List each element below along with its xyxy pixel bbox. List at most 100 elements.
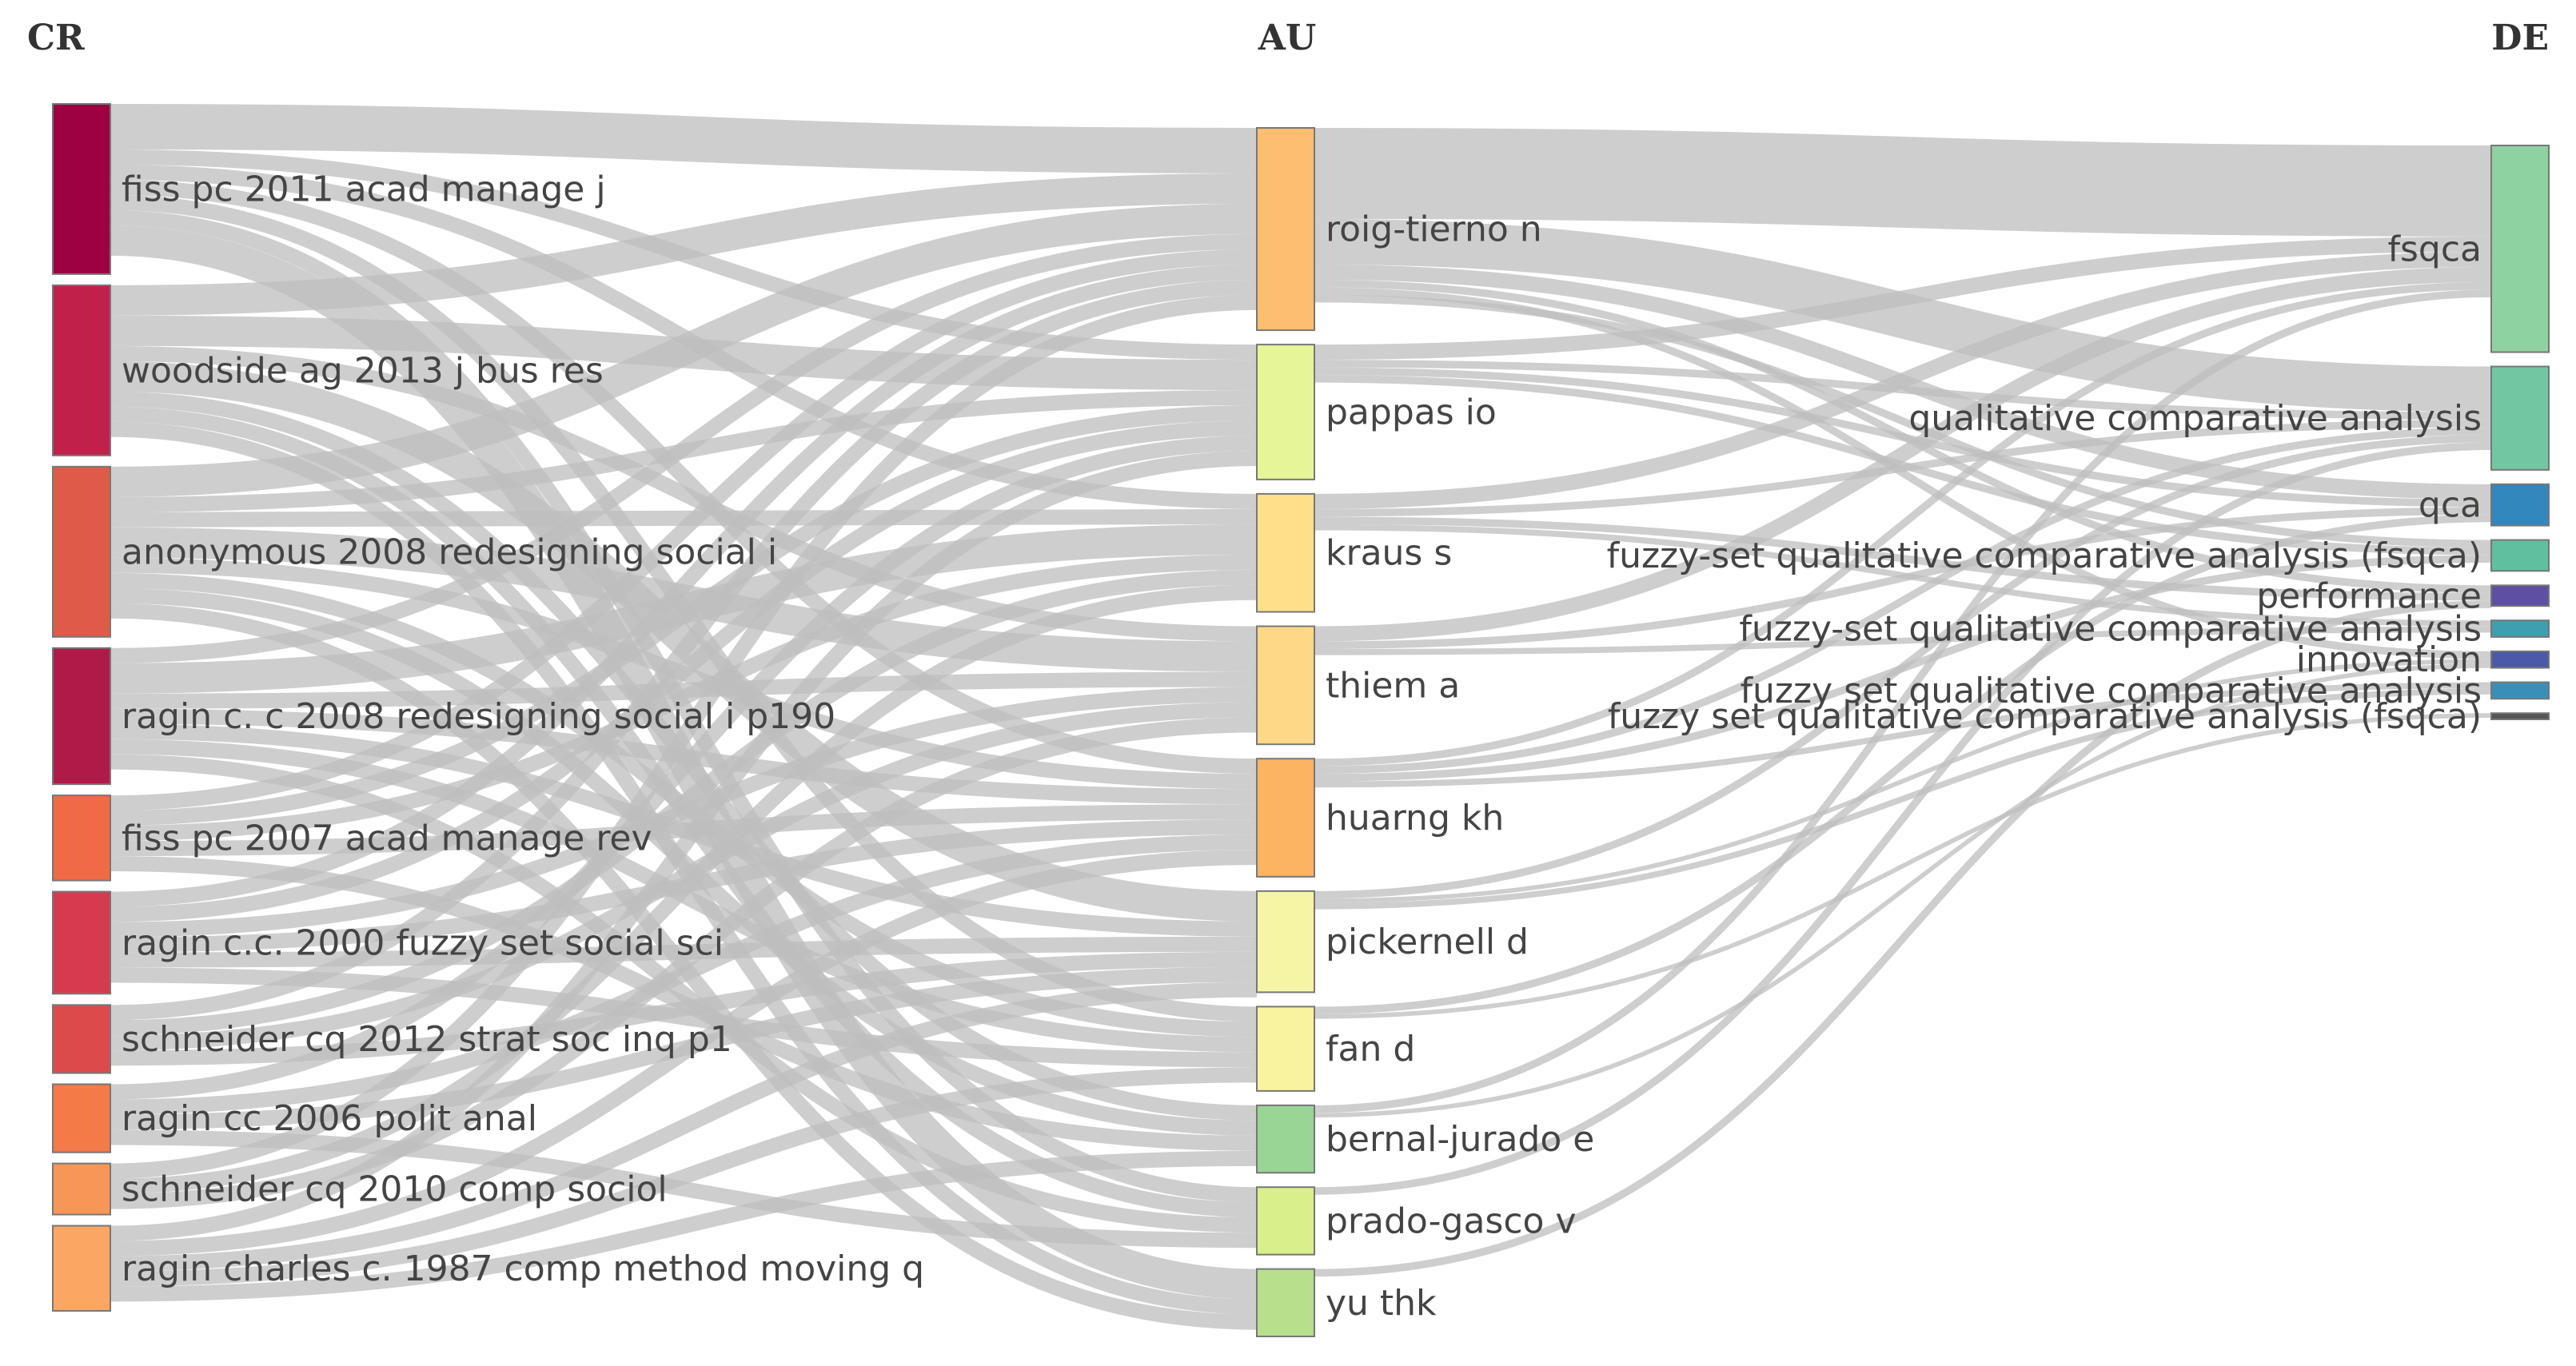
- de-node-label: qualitative comparative analysis: [1908, 398, 2482, 439]
- de-node[interactable]: [2490, 539, 2550, 572]
- au-node[interactable]: [1256, 1006, 1315, 1092]
- au-node[interactable]: [1256, 492, 1315, 613]
- de-node[interactable]: [2490, 365, 2550, 471]
- au-node[interactable]: [1256, 344, 1315, 480]
- cr-au-link: [110, 203, 1258, 497]
- au-node-label: bernal-jurado e: [1326, 1119, 1594, 1160]
- cr-au-link: [110, 834, 1258, 1115]
- au-de-link: [1314, 507, 2492, 650]
- au-node-label: thiem a: [1326, 665, 1460, 706]
- au-de-link: [1314, 688, 2492, 910]
- au-de-link: [1314, 659, 2492, 904]
- cr-au-link: [110, 508, 1258, 528]
- au-de-link: [1314, 713, 2492, 1019]
- cr-au-link: [110, 569, 1258, 1036]
- cr-au-link: [110, 264, 1258, 907]
- cr-au-link: [110, 1067, 1258, 1287]
- au-de-link: [1314, 236, 2492, 360]
- nodes-layer: fiss pc 2011 acad manage j woodside ag 20…: [52, 103, 2550, 1337]
- au-node[interactable]: [1256, 758, 1315, 878]
- au-de-link: [1314, 427, 2492, 775]
- de-node-label: fsqca: [2388, 229, 2482, 269]
- au-node[interactable]: [1256, 890, 1315, 994]
- cr-au-link: [110, 279, 1258, 1021]
- de-node-label: fuzzy set qualitative comparative analys…: [1741, 671, 2482, 711]
- cr-au-link: [110, 420, 1258, 922]
- links-layer: [110, 103, 2492, 1330]
- cr-au-link: [110, 103, 1258, 173]
- au-node-label: yu thk: [1326, 1283, 1437, 1324]
- au-de-link: [1314, 218, 2492, 412]
- de-node-label: fuzzy-set qualitative comparative analys…: [1739, 609, 2482, 650]
- cr-node[interactable]: [52, 1083, 111, 1153]
- cr-node-label: ragin c. c 2008 redesigning social i p19…: [122, 696, 835, 737]
- column-title-au: AU: [1258, 18, 1317, 58]
- cr-node[interactable]: [52, 465, 111, 638]
- au-node-label: pickernell d: [1326, 922, 1529, 962]
- au-de-link: [1314, 434, 2492, 899]
- cr-au-link: [110, 982, 1258, 1272]
- au-de-link: [1314, 289, 2492, 1113]
- au-node[interactable]: [1256, 1268, 1315, 1337]
- de-node[interactable]: [2490, 145, 2550, 353]
- au-de-link: [1314, 442, 2492, 1195]
- de-node-label: qca: [2418, 485, 2482, 526]
- de-node-label: innovation: [2296, 639, 2482, 680]
- cr-au-link: [110, 967, 1258, 1068]
- cr-au-link: [110, 249, 1258, 811]
- cr-node-label: schneider cq 2010 comp sociol: [122, 1169, 668, 1210]
- cr-au-link: [110, 436, 1258, 1100]
- cr-node-label: woodside ag 2013 j bus res: [122, 350, 604, 391]
- au-de-link: [1314, 516, 2492, 601]
- cr-node[interactable]: [52, 795, 111, 882]
- au-de-link: [1314, 514, 2492, 1014]
- cr-au-link: [110, 345, 1258, 642]
- au-node-label: roig-tierno n: [1326, 209, 1542, 250]
- au-de-link: [1314, 281, 2492, 767]
- cr-node-label: ragin cc 2006 polit anal: [122, 1098, 537, 1139]
- cr-au-link: [110, 804, 1258, 857]
- cr-node-label: ragin charles c. 1987 comp method moving…: [122, 1249, 924, 1289]
- de-node[interactable]: [2490, 681, 2550, 700]
- au-node-label: prado-gasco v: [1326, 1201, 1576, 1241]
- de-node[interactable]: [2490, 483, 2550, 527]
- au-de-link: [1314, 360, 2492, 420]
- cr-node[interactable]: [52, 284, 111, 456]
- cr-node-label: schneider cq 2012 strat soc inq p1: [122, 1019, 732, 1060]
- de-node[interactable]: [2490, 650, 2550, 669]
- au-node-label: kraus s: [1326, 533, 1452, 574]
- au-node-label: pappas io: [1326, 392, 1497, 433]
- au-de-link: [1314, 626, 2492, 655]
- de-node[interactable]: [2490, 619, 2550, 638]
- cr-au-link: [110, 294, 1258, 1179]
- au-de-link: [1314, 420, 2492, 517]
- au-node[interactable]: [1256, 1104, 1315, 1174]
- au-de-link: [1314, 128, 2492, 237]
- cr-node[interactable]: [52, 1225, 111, 1312]
- cr-node-label: fiss pc 2007 acad manage rev: [122, 818, 652, 858]
- de-node[interactable]: [2490, 712, 2550, 720]
- cr-node-label: fiss pc 2011 acad manage j: [122, 169, 606, 209]
- au-node-label: huarng kh: [1326, 798, 1504, 838]
- cr-node[interactable]: [52, 1162, 111, 1216]
- au-node[interactable]: [1256, 127, 1315, 332]
- cr-au-link: [110, 451, 1258, 1241]
- cr-node[interactable]: [52, 103, 111, 275]
- cr-au-link: [110, 405, 1258, 826]
- au-de-link: [1314, 663, 2492, 1118]
- cr-au-link: [110, 584, 1258, 1194]
- au-node[interactable]: [1256, 625, 1315, 746]
- column-title-de: DE: [2491, 18, 2549, 58]
- cr-node[interactable]: [52, 1004, 111, 1074]
- cr-node[interactable]: [52, 890, 111, 995]
- de-node[interactable]: [2490, 584, 2550, 607]
- cr-au-link: [110, 717, 1258, 1209]
- au-de-link: [1314, 600, 2492, 1277]
- column-title-cr: CR: [27, 18, 85, 58]
- cr-au-link: [110, 554, 1258, 842]
- cr-node[interactable]: [52, 647, 111, 786]
- cr-node-label: ragin c.c. 2000 fuzzy set social sci: [122, 922, 724, 963]
- de-node-label: fuzzy set qualitative comparative analys…: [1608, 696, 2482, 737]
- au-node[interactable]: [1256, 1186, 1315, 1256]
